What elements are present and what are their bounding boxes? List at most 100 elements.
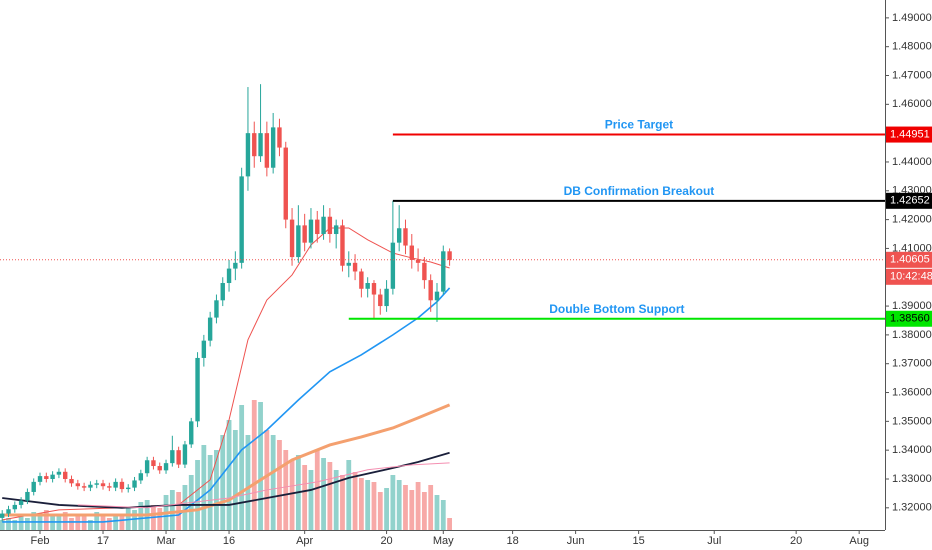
volume-bar	[365, 480, 371, 530]
volume-bar	[321, 458, 326, 530]
candle-body	[81, 486, 87, 488]
candle-body	[371, 283, 377, 295]
candle-body	[283, 147, 288, 220]
volume-bar	[169, 490, 175, 530]
volume-bar	[421, 492, 427, 530]
candle-body	[157, 466, 162, 471]
candle-body	[126, 487, 131, 490]
volume-bar	[6, 518, 11, 530]
candle-body	[252, 133, 257, 157]
y-tick-label: 1.41000	[892, 242, 932, 254]
candle-body	[378, 294, 383, 307]
candle-body	[384, 288, 389, 307]
y-tick-label: 1.33000	[892, 473, 932, 485]
y-tick-label: 1.49000	[892, 12, 932, 24]
candle-body	[18, 500, 24, 505]
y-tick-label: 1.47000	[892, 69, 932, 81]
volume-bar	[62, 512, 68, 530]
volume-bar	[251, 400, 257, 530]
level-label: DB Confirmation Breakout	[564, 184, 715, 198]
candle-body	[201, 340, 207, 358]
volume-bar	[333, 470, 339, 530]
volume-bar	[390, 475, 396, 530]
volume-bar	[18, 516, 24, 530]
volume-bar	[214, 450, 219, 530]
volume-bar	[314, 450, 320, 530]
candle-body	[144, 460, 150, 474]
candle-body	[409, 245, 414, 260]
volume-bar	[106, 518, 112, 530]
x-tick-label: Feb	[31, 535, 50, 547]
volume-bar	[232, 430, 238, 530]
y-tick-label: 1.39000	[892, 300, 932, 312]
volume-bar	[346, 460, 352, 530]
candle-body	[138, 473, 144, 481]
volume-bar	[289, 460, 295, 530]
candle-body	[195, 357, 200, 422]
candle-body	[12, 504, 18, 510]
candle-body	[107, 486, 112, 488]
candle-body	[264, 133, 270, 168]
candle-body	[434, 291, 440, 301]
candle-body	[422, 262, 427, 281]
y-tick-label: 1.38000	[892, 329, 932, 341]
candle-body	[50, 474, 55, 479]
candle-body	[63, 471, 68, 479]
volume-bar	[371, 482, 377, 530]
volume-bar	[195, 460, 200, 530]
volume-bar	[132, 510, 137, 530]
candle-body	[119, 481, 125, 490]
x-tick-label: Aug	[849, 535, 869, 547]
candle-body	[220, 283, 225, 301]
y-tick-label: 1.46000	[892, 98, 932, 110]
volume-bar	[0, 520, 5, 530]
volume-bar	[277, 440, 282, 530]
candle-body	[88, 484, 93, 488]
volume-bar	[270, 435, 276, 530]
volume-bar	[384, 488, 389, 530]
volume-bar	[428, 485, 434, 530]
candle-body	[25, 491, 30, 501]
candle-body	[441, 251, 446, 292]
last-price-tag	[886, 251, 932, 268]
candle-body	[365, 283, 370, 289]
volume-bar	[31, 512, 37, 530]
volume-bar	[415, 482, 421, 530]
y-tick-label: 1.37000	[892, 358, 932, 370]
volume-bar	[88, 520, 93, 530]
volume-bar	[43, 510, 49, 530]
candle-body	[296, 225, 301, 258]
volume-bar	[302, 465, 308, 530]
candle-body	[245, 133, 251, 177]
volume-bar	[308, 470, 314, 530]
candle-body	[447, 251, 452, 260]
candle-body	[132, 480, 137, 488]
candle-body	[31, 481, 36, 492]
candle-body	[56, 471, 62, 475]
volume-bar	[113, 514, 119, 530]
candle-body	[277, 127, 282, 148]
y-tick-label: 1.48000	[892, 41, 932, 53]
candle-body	[233, 262, 238, 269]
volume-bar	[207, 455, 213, 530]
x-tick-label: 16	[223, 535, 235, 547]
candle-body	[226, 268, 232, 284]
candle-body	[239, 176, 244, 263]
candle-body	[75, 483, 81, 487]
moving-average	[77, 462, 450, 509]
volume-bar	[258, 402, 263, 530]
x-tick-label: May	[433, 535, 454, 547]
candle-body	[403, 228, 408, 246]
level-tag	[886, 192, 932, 209]
candle-body	[44, 476, 49, 479]
candle-body	[308, 219, 314, 243]
candle-body	[176, 450, 181, 465]
volume-bar	[396, 480, 402, 530]
volume-bar	[340, 475, 345, 530]
candle-body	[182, 444, 188, 465]
candle-body	[302, 225, 307, 243]
volume-bar	[327, 462, 333, 530]
volume-bar	[245, 435, 251, 530]
candle-body	[327, 216, 333, 235]
